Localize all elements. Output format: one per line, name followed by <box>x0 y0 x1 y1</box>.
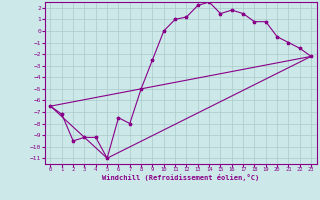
X-axis label: Windchill (Refroidissement éolien,°C): Windchill (Refroidissement éolien,°C) <box>102 174 260 181</box>
